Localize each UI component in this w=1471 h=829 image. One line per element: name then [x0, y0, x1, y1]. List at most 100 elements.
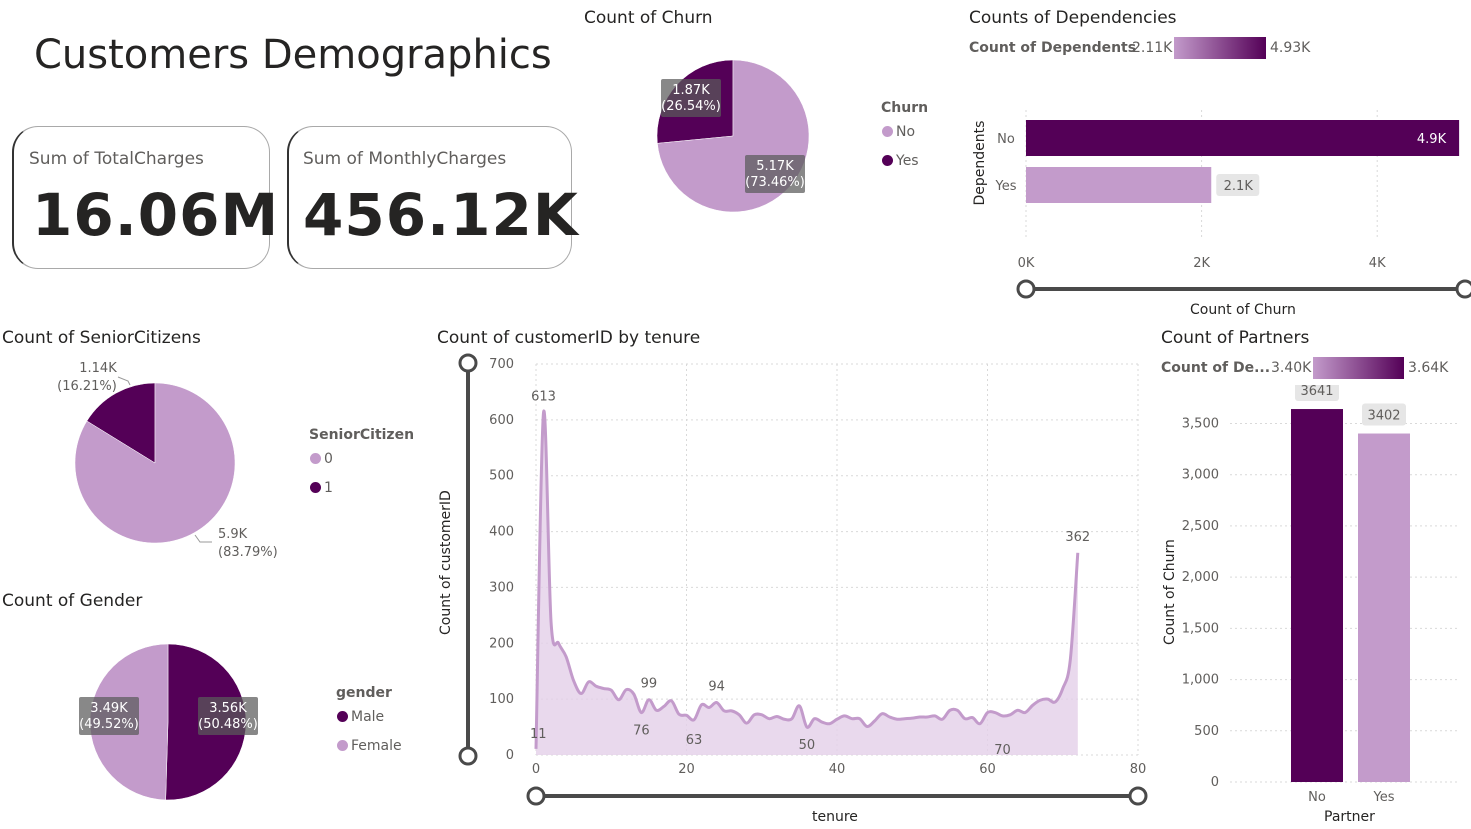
y-axis-title: Dependents	[972, 121, 988, 206]
churn-pie-chart[interactable]: 1.87K(26.54%) 5.17K(73.46%)	[620, 40, 850, 230]
card-label: Sum of TotalCharges	[29, 149, 204, 169]
legend-item-male[interactable]: Male	[337, 709, 384, 725]
x-tick-label: 80	[1130, 762, 1147, 777]
data-label: 50	[799, 738, 816, 753]
total-charges-card[interactable]: Sum of TotalCharges 16.06M	[12, 126, 278, 269]
gradient-min: 2.11K	[1132, 40, 1173, 56]
x-tick-label: 20	[678, 762, 695, 777]
legend-item-female[interactable]: Female	[337, 738, 402, 754]
y-tick-label: 0	[1211, 775, 1219, 790]
range-slider-handle-start[interactable]	[1016, 279, 1036, 299]
x-tick-label: No	[1308, 790, 1326, 805]
range-slider-handle-start[interactable]	[526, 786, 546, 806]
data-label-box	[745, 155, 805, 193]
data-label-box	[1362, 403, 1406, 426]
data-label-value: 3.56K	[209, 701, 247, 716]
y-tick-label: 3,000	[1182, 468, 1219, 483]
x-tick-label: 0	[532, 762, 540, 777]
x-tick-label: Yes	[1373, 790, 1395, 805]
data-label-box	[1295, 385, 1339, 402]
data-label: 94	[708, 679, 725, 694]
legend-item-no[interactable]: No	[882, 124, 915, 140]
data-label-value: 5.9K	[218, 527, 248, 542]
data-label-box	[1216, 174, 1260, 196]
bar-no[interactable]	[1291, 409, 1343, 782]
legend-marker	[337, 711, 348, 722]
y-tick-label: Yes	[995, 179, 1017, 194]
y-axis-title: Count of Churn	[1162, 539, 1178, 645]
data-label: 613	[531, 390, 556, 405]
data-label-box	[198, 697, 258, 735]
legend-marker	[310, 453, 321, 464]
legend-label: Male	[351, 709, 385, 725]
legend-item-1[interactable]: 1	[310, 480, 333, 496]
legend-item-0[interactable]: 0	[310, 451, 333, 467]
data-label-percent: (50.48%)	[198, 717, 258, 732]
data-label-value: 1.87K	[672, 83, 710, 98]
legend-marker	[882, 155, 893, 166]
y-tick-label: 500	[1194, 724, 1219, 739]
senior-chart-title: Count of SeniorCitizens	[2, 328, 201, 348]
card-value: 456.12K	[303, 181, 579, 249]
data-label: 362	[1065, 530, 1090, 545]
range-slider-handle-start[interactable]	[458, 746, 478, 766]
churn-legend-title: Churn	[881, 100, 929, 116]
data-label-value: 5.17K	[756, 159, 794, 174]
y-tick-label: 300	[489, 580, 514, 595]
y-tick-label: 100	[489, 692, 514, 707]
gender-chart-title: Count of Gender	[2, 591, 143, 611]
gradient-max: 4.93K	[1270, 40, 1311, 56]
senior-pie-chart[interactable]: 1.14K (16.21%) 5.9K (83.79%)	[40, 355, 300, 570]
monthly-charges-card[interactable]: Sum of MonthlyCharges 456.12K	[287, 126, 578, 269]
bar-no[interactable]	[1026, 120, 1460, 156]
data-label: 3402	[1367, 409, 1400, 424]
y-tick-label: 0	[506, 748, 514, 763]
y-tick-label: 200	[489, 636, 514, 651]
data-label-percent: (49.52%)	[79, 717, 139, 732]
data-label: 63	[686, 733, 703, 748]
dependencies-chart-title: Counts of Dependencies	[969, 8, 1177, 28]
series-line[interactable]	[534, 409, 1080, 749]
y-tick-label: No	[997, 132, 1015, 147]
gender-legend-title: gender	[336, 685, 392, 701]
range-slider-handle-end[interactable]	[1455, 279, 1471, 299]
pie-slice-0[interactable]	[74, 382, 236, 544]
partners-bar-chart[interactable]: 0 500 1,000 1,500 2,000 2,500 3,000 3,500 3641 No…	[1160, 385, 1471, 829]
legend-marker	[310, 482, 321, 493]
tenure-chart-title: Count of customerID by tenure	[437, 328, 701, 348]
data-label-box	[79, 697, 139, 735]
leader-line	[194, 534, 212, 543]
bar-yes[interactable]	[1358, 433, 1410, 782]
senior-legend-title: SeniorCitizen	[309, 427, 415, 443]
page-title: Customers Demographics	[34, 32, 552, 78]
y-tick-label: 1,500	[1182, 621, 1219, 636]
pie-slice-1[interactable]	[86, 382, 156, 464]
card-label: Sum of MonthlyCharges	[303, 149, 507, 169]
x-tick-label: 4K	[1369, 256, 1386, 271]
y-axis-title: Count of customerID	[438, 490, 454, 635]
legend-label: No	[896, 124, 916, 140]
tenure-area-chart[interactable]: 0 100 200 300 400 500 600 700 0 20 40 60 80 11 613 76 99…	[430, 345, 1160, 829]
gradient-max: 3.64K	[1408, 360, 1449, 376]
legend-item-yes[interactable]: Yes	[882, 153, 919, 169]
x-tick-label: 2K	[1193, 256, 1210, 271]
data-label-box	[661, 79, 721, 117]
partners-chart-title: Count of Partners	[1161, 328, 1310, 348]
y-tick-label: 2,500	[1182, 519, 1219, 534]
x-tick-label: 0K	[1018, 256, 1035, 271]
data-label: 76	[633, 724, 650, 739]
range-slider-handle-end[interactable]	[1128, 786, 1148, 806]
y-tick-label: 3,500	[1182, 416, 1219, 431]
gender-pie-chart[interactable]: 3.49K(49.52%) 3.56K(50.48%)	[60, 630, 280, 815]
legend-label: 0	[324, 451, 333, 467]
data-label-percent: (83.79%)	[218, 545, 278, 560]
x-tick-label: 60	[979, 762, 996, 777]
bar-yes[interactable]	[1026, 167, 1212, 203]
range-slider-handle-end[interactable]	[458, 353, 478, 373]
data-label: 70	[994, 743, 1011, 758]
dependents-bar-chart[interactable]: 0K 2K 4K No Yes 4.9K 2.1K Dependents	[960, 100, 1471, 330]
data-label: 3641	[1300, 385, 1333, 399]
x-tick-label: 40	[829, 762, 846, 777]
y-tick-label: 500	[489, 469, 514, 484]
gradient-bar	[1174, 37, 1266, 59]
